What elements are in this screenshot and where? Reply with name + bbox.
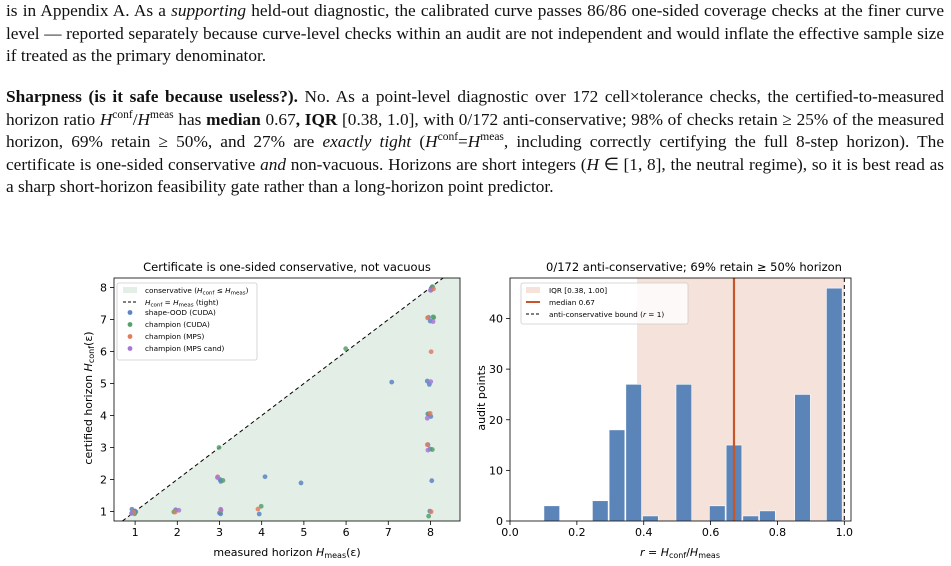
histogram-bar-6 [675,384,692,522]
left-x-tick-label: 6 [343,526,350,539]
scatter-point-4-1 [129,510,134,516]
left-plot-frame [113,277,461,522]
scatter-point-4-4 [215,475,220,480]
scatter-point-1-16 [429,478,435,484]
scatter-point-3-8 [427,410,433,416]
left-y-tick-label: 8 [100,282,107,295]
left-x-axis-label: measured horizon Hmeas(ε) [213,546,360,560]
scatter-point-4-7 [428,379,434,385]
right-chart-title: 0/172 anti-conservative; 69% retain ≥ 50… [546,260,842,274]
legend-label-diagonal: Hconf = Hmeas (tight) [145,298,219,309]
right-x-tick-label: 0.2 [568,526,586,539]
right-y-tick-label: 40 [489,313,503,326]
scatter-point-2-9 [426,513,432,519]
left-y-tick-label: 2 [100,473,107,486]
scatter-point-4-3 [218,506,224,512]
legend-label-series-3: champion (MPS) [145,332,204,341]
left-x-tick-label: 4 [258,526,265,539]
scatter-point-2-13 [431,315,437,320]
scatter-point-4-2 [176,507,182,513]
legend-swatch-region [123,287,137,293]
scatter-point-2-6 [216,445,222,450]
legend-label-series-4: champion (MPS cand) [145,344,225,353]
right-x-tick-label: 0.6 [702,526,720,539]
left-y-tick-label: 6 [100,346,107,359]
scatter-point-4-6 [424,415,430,421]
histogram-bar-3 [608,429,626,522]
scatter-point-4-5 [425,447,431,453]
left-scatter-plot: 1 2 3 4 5 6 7 8 1 2 3 4 5 6 7 8 [100,277,461,539]
legend-label-region: conservative (Hconf ≤ Hmeas) [145,286,249,297]
right-x-tick-label: 0.8 [769,526,787,539]
scatter-point-3-6 [428,509,434,515]
left-y-tick-label: 3 [100,441,107,454]
legend-label-median: median 0.67 [549,298,595,307]
histogram-bar-11 [794,394,811,522]
histogram-bar-1 [543,505,560,522]
legend-marker-series-1 [127,310,133,315]
sharpness-heading: Sharpness (is it safe because useless?). [6,87,298,106]
scatter-point-2-8 [343,346,349,352]
histogram-bar-9 [742,515,759,522]
left-x-tick-label: 8 [427,526,434,539]
scatter-point-3-2 [172,509,178,515]
left-y-tick-label: 4 [100,409,107,422]
legend-label-series-1: shape-OOD (CUDA) [145,308,216,317]
scatter-point-3-9 [428,349,434,355]
right-y-tick-label: 10 [489,464,503,477]
right-y-tick-label: 0 [496,515,503,528]
histogram-bar-2 [592,500,609,522]
left-x-tick-label: 3 [216,526,223,539]
scatter-point-3-5 [255,506,261,512]
scatter-point-1-11 [256,511,262,517]
right-y-axis-label: audit points [475,365,488,431]
legend-label-iqr: IQR [0.38, 1.00] [549,286,607,295]
right-y-tick-label: 30 [489,363,503,376]
scatter-point-1-14 [389,379,395,385]
left-y-tick-label: 1 [100,505,107,518]
left-x-tick-label: 5 [300,526,307,539]
legend-marker-series-4 [127,346,133,351]
paragraph-sharpness: Sharpness (is it safe because useless?).… [6,87,945,196]
right-y-tick-label: 20 [489,414,503,427]
histogram-bar-5 [642,515,659,522]
histogram-bar-10 [759,510,776,522]
right-legend: IQR [0.38, 1.00] median 0.67 anti-conser… [520,282,689,325]
legend-marker-series-3 [127,334,133,339]
paragraph-appendix: is in Appendix A. As a supporting held-o… [6,1,945,65]
scatter-point-4-9 [428,287,433,293]
scatter-point-4-8 [430,319,436,325]
histogram-bar-7 [709,505,726,522]
scatter-point-1-13 [298,480,304,486]
histogram-bar-12 [826,287,843,522]
right-plot-frame [509,277,852,522]
left-x-tick-label: 1 [132,526,139,539]
scatter-point-3-10 [425,315,431,321]
left-y-axis-label: certified horizon Hconf(ε) [82,331,96,464]
right-x-tick-label: 0.4 [635,526,653,539]
right-x-tick-label: 0.0 [501,526,519,539]
scatter-point-3-7 [424,442,430,448]
conservative-region [114,278,460,521]
legend-swatch-iqr [526,287,540,293]
left-chart-title: Certificate is one-sided conservative, n… [143,260,431,274]
scatter-point-1-12 [262,474,268,480]
histogram-bar-4 [625,384,642,522]
left-y-tick-label: 5 [100,378,107,391]
scatter-point-2-7 [258,503,264,509]
right-x-axis-label: r = Hconf/Hmeas [640,546,720,560]
scatter-point-2-5 [220,478,226,483]
left-legend: conservative (Hconf ≤ Hmeas) Hconf = Hme… [116,282,258,361]
right-x-tick-label: 1.0 [836,526,854,539]
legend-label-bound: anti-conservative bound (r = 1) [549,310,664,319]
left-x-tick-label: 7 [385,526,392,539]
scatter-point-2-10 [429,447,435,452]
left-x-tick-label: 2 [174,526,181,539]
legend-label-series-2: champion (CUDA) [145,320,210,329]
left-y-tick-label: 7 [100,314,107,327]
legend-marker-series-2 [127,322,133,327]
